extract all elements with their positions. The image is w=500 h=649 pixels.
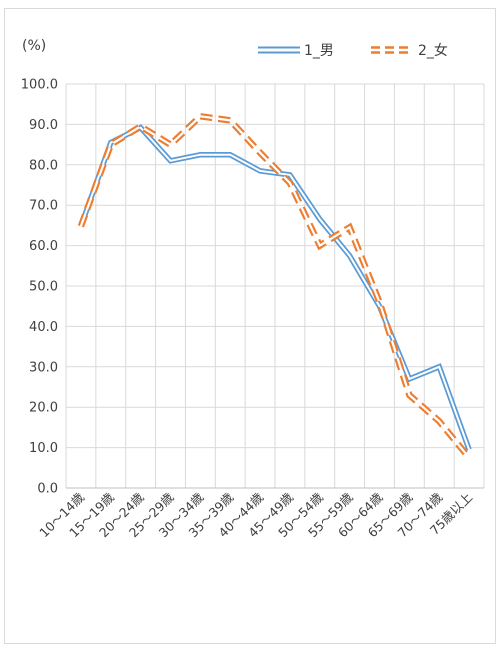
y-tick-label: 70.0 [29, 199, 58, 214]
y-tick-label: 80.0 [29, 158, 58, 173]
y-tick-label: 100.0 [21, 78, 58, 93]
y-unit-label: (%) [22, 38, 46, 54]
y-tick-label: 30.0 [29, 360, 58, 375]
y-tick-label: 60.0 [29, 239, 58, 254]
y-tick-label: 10.0 [29, 441, 58, 456]
series-female [77, 112, 472, 460]
x-axis: 10～14歳15～19歳20～24歳25～29歳30～34歳35～39歳40～4… [36, 487, 484, 540]
legend-item-female: 2_女 [371, 42, 448, 59]
legend-label-male: 1_男 [304, 43, 334, 59]
y-tick-label: 40.0 [29, 320, 58, 335]
legend: 1_男 2_女 [258, 42, 448, 59]
legend-item-male: 1_男 [258, 43, 334, 59]
y-tick-label: 90.0 [29, 118, 58, 133]
y-axis: 0.0 10.0 20.0 30.0 40.0 50.0 60.0 70.0 80.0 90.0 1… [21, 78, 58, 497]
y-tick-label: 20.0 [29, 401, 58, 416]
series-line-inner [79, 115, 470, 459]
y-tick-label: 50.0 [29, 280, 58, 295]
series-layer [77, 112, 472, 460]
legend-label-female: 2_女 [418, 42, 448, 59]
y-tick-label: 0.0 [37, 482, 58, 497]
gridlines [65, 83, 485, 488]
